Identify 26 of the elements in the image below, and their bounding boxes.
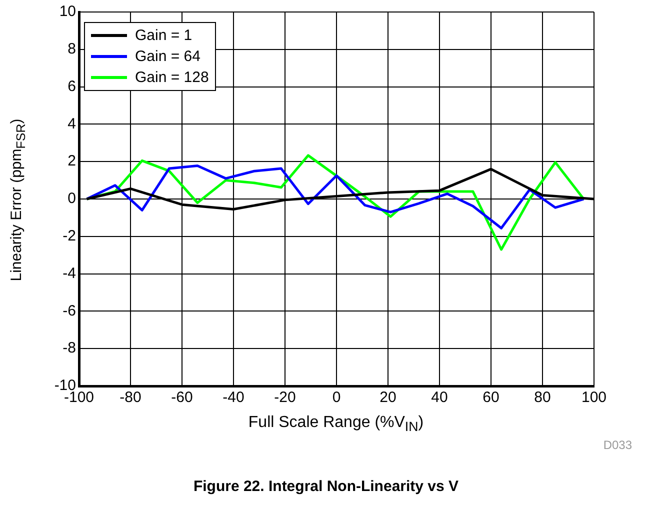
y-tick-label: 0 [68, 190, 76, 208]
y-tick-label: -6 [62, 302, 76, 320]
y-tick-label: -2 [62, 228, 76, 245]
y-tick-label: -8 [62, 340, 76, 357]
legend-label: Gain = 128 [135, 69, 209, 86]
x-tick-label: 0 [332, 389, 341, 406]
x-tick-label: 20 [380, 389, 396, 406]
y-tick-label: 8 [68, 40, 76, 58]
x-tick-label: 40 [431, 389, 448, 406]
y-tick-label: -4 [62, 264, 76, 282]
y-tick-label: 10 [59, 3, 76, 20]
legend-label: Gain = 64 [135, 48, 200, 65]
x-tick-label: 80 [534, 389, 551, 406]
y-tick-label: 2 [68, 152, 76, 170]
y-tick-label: 4 [68, 115, 76, 132]
text: D033 [603, 438, 632, 452]
x-tick-label: -60 [171, 389, 193, 406]
x-tick-label: 60 [482, 389, 500, 406]
x-tick-label: -80 [120, 389, 142, 406]
legend-label: Gain = 1 [135, 27, 192, 44]
x-tick-label: -40 [222, 389, 244, 406]
x-tick-label: 100 [581, 389, 607, 406]
text: Figure 22. Integral Non-Linearity vs V [193, 478, 459, 495]
x-tick-label: -20 [274, 389, 296, 406]
x-axis-title: Full Scale Range (%V$_{IN}$) [248, 414, 424, 434]
y-tick-label: 6 [68, 78, 76, 95]
